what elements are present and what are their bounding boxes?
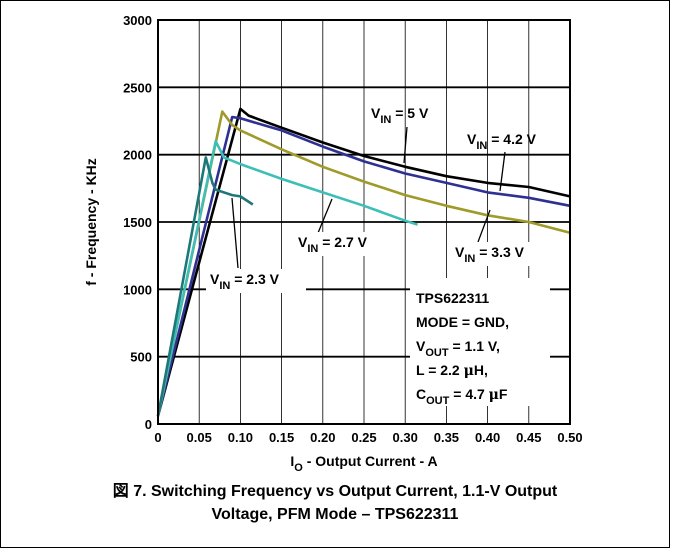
x-tick-label: 0.35: [434, 430, 459, 445]
label-background: [451, 242, 551, 266]
caption-line-1: 図 7. Switching Frequency vs Output Curre…: [112, 483, 558, 500]
annotation-line: L = 2.2 μH,: [416, 362, 488, 379]
plot-border: [157, 19, 571, 425]
x-tick-label: 0: [154, 430, 161, 445]
y-tick-label: 2000: [123, 148, 152, 163]
y-tick-label: 0: [145, 417, 152, 432]
y-tick-label: 1500: [123, 215, 152, 230]
caption-line-2: Voltage, PFM Mode – TPS622311: [211, 506, 459, 523]
x-tick-label: 0.05: [187, 430, 212, 445]
annotation-line: MODE = GND,: [416, 314, 509, 330]
series-label: VIN = 3.3 V: [455, 244, 525, 265]
x-tick-label: 0.50: [557, 430, 582, 445]
conditions-annotation: TPS622311 MODE = GND, VOUT = 1.1 V, L = 2.2…: [416, 290, 509, 407]
figure-caption: 図 7. Switching Frequency vs Output Curre…: [0, 480, 670, 526]
series-label: VIN = 2.7 V: [298, 234, 368, 255]
label-background: [294, 232, 394, 256]
x-tick-label: 0.30: [393, 430, 418, 445]
series-label: VIN = 2.3 V: [210, 271, 280, 292]
y-tick-label: 3000: [123, 13, 152, 28]
annotation-line: COUT = 4.7 μF: [416, 386, 508, 407]
series-line: [156, 110, 571, 417]
y-tick-label: 2500: [123, 80, 152, 95]
annotation-line: TPS622311: [416, 290, 489, 306]
label-leader-line: [231, 197, 239, 269]
x-tick-label: 0.45: [516, 430, 541, 445]
label-leader-line: [403, 126, 408, 164]
series-line: [156, 115, 571, 417]
x-tick-label: 0.40: [475, 430, 500, 445]
label-background: [206, 269, 306, 293]
series-line: [156, 139, 418, 417]
label-leader-line: [477, 209, 491, 243]
y-tick-label: 1000: [123, 282, 152, 297]
annotation-background: [410, 278, 550, 406]
x-tick-label: 0.10: [228, 430, 253, 445]
series-line: [156, 156, 254, 417]
x-tick-label: 0.20: [310, 430, 335, 445]
label-leader-line: [499, 151, 506, 192]
x-axis-title: IO - Output Current - A: [290, 453, 437, 474]
label-leader-line: [317, 198, 333, 234]
x-tick-label: 0.15: [269, 430, 294, 445]
series-label: VIN = 4.2 V: [467, 131, 537, 152]
x-tick-label: 0.25: [351, 430, 376, 445]
y-axis-title: f - Frequency - KHz: [83, 158, 99, 286]
series-label: VIN = 5 V: [371, 105, 429, 126]
annotation-line: VOUT = 1.1 V,: [416, 338, 500, 359]
y-tick-label: 500: [130, 350, 152, 365]
frequency-chart: 0 0.05 0.10 0.15 0.20 0.25 0.30 0.35 0.40 0.45 0.5…: [83, 13, 583, 474]
